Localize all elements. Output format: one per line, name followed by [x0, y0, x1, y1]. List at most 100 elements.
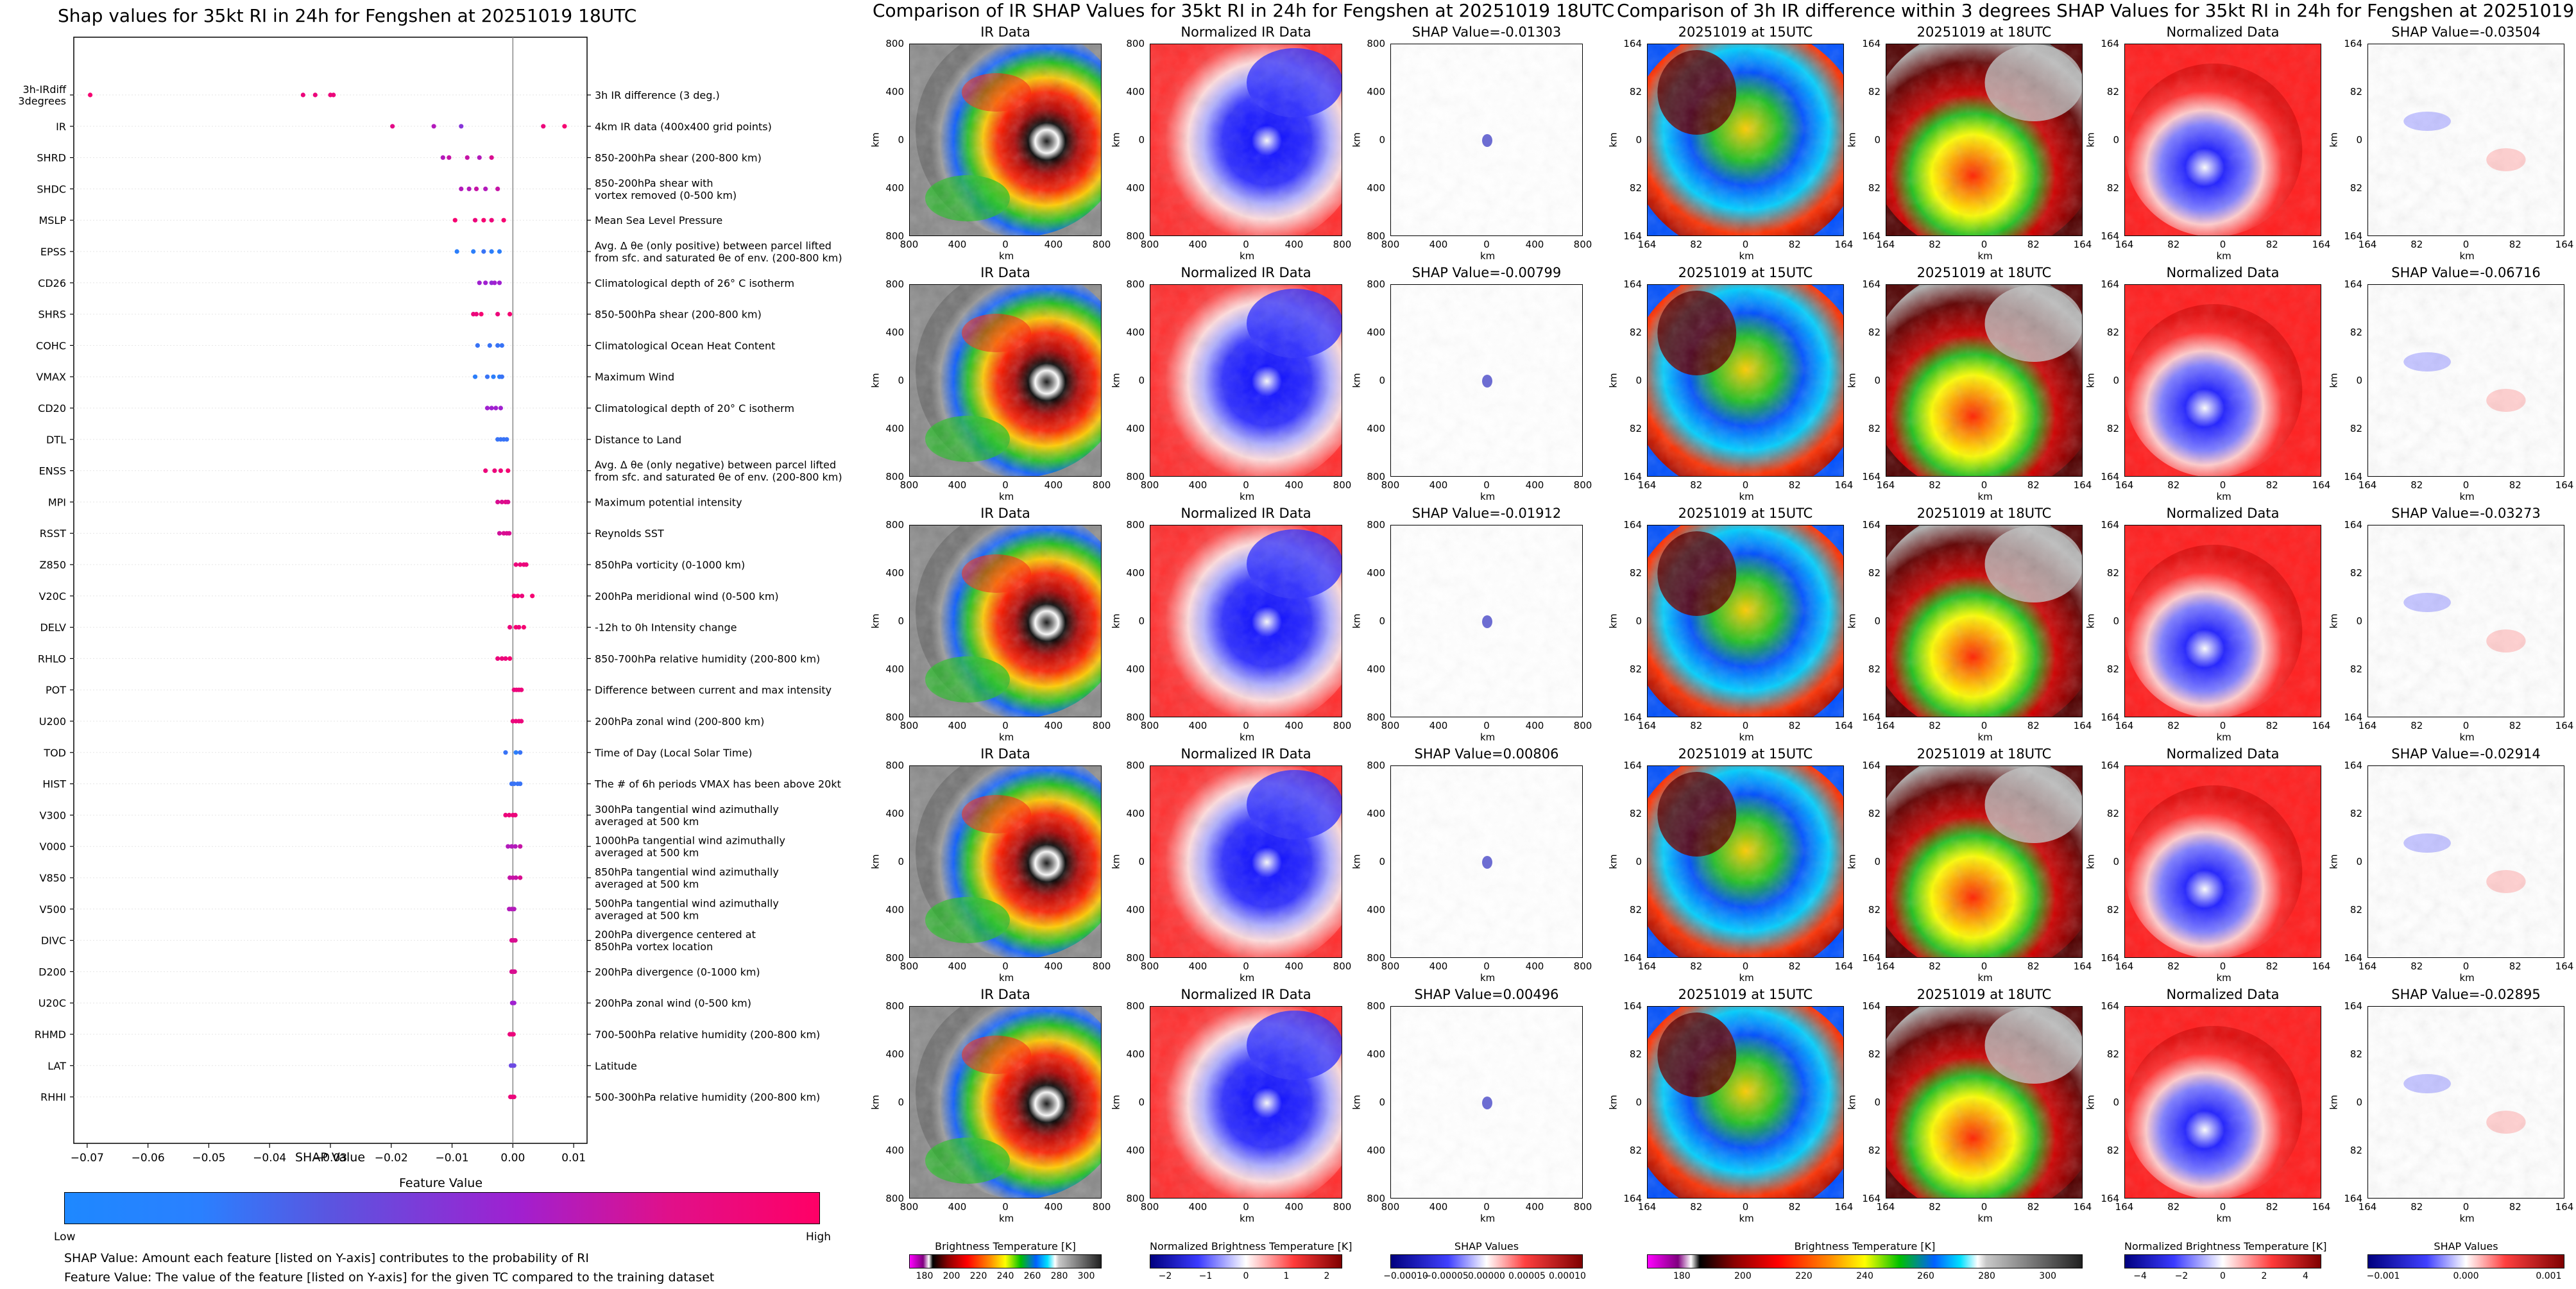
- ir-ytick-label: 0: [1138, 856, 1145, 867]
- shap-point: [507, 531, 512, 536]
- shap-point: [491, 374, 496, 379]
- d15-image: [1648, 1007, 1843, 1198]
- shap-feature-name: RSST: [40, 527, 66, 540]
- diff-xlabel: km: [2459, 491, 2475, 502]
- diff-cbar-shap-tick-label: 0.000: [2453, 1271, 2479, 1281]
- shap-feature-desc: averaged at 500 km: [595, 909, 699, 921]
- ir-cbar-bt-tick-label: 240: [996, 1271, 1014, 1281]
- diff-ytick-label: 82: [2350, 182, 2362, 194]
- diff-ytick-label: 164: [2344, 38, 2362, 49]
- ir-xtick-label: 800: [1381, 479, 1400, 491]
- shap-feature-desc: Distance to Land: [595, 434, 681, 446]
- shap-feature-desc: 200hPa divergence centered at: [595, 928, 756, 941]
- ir-panel-title: SHAP Value=-0.01303: [1412, 24, 1562, 40]
- diff-xtick-label: 164: [2312, 239, 2331, 250]
- ir-ytick-label: 400: [885, 808, 904, 819]
- shap-point: [331, 92, 336, 98]
- shap-feature-name: TOD: [43, 747, 66, 759]
- ir-xtick-label: 400: [1188, 479, 1207, 491]
- diff-cbar-norm-tick-label: 0: [2220, 1271, 2226, 1281]
- diff-ytick-label: 82: [2350, 567, 2362, 579]
- diff-panel: [1647, 44, 1844, 236]
- diff-panel-title: 20251019 at 18UTC: [1916, 746, 2052, 762]
- ir-ytick-label: 0: [898, 134, 904, 146]
- ir-panel: [1150, 765, 1342, 958]
- dshap-image: [2368, 525, 2564, 717]
- diff-ytick-label: 164: [2101, 1000, 2119, 1012]
- diff-panel: [2124, 765, 2321, 958]
- diff-ytick-label: 0: [2356, 856, 2362, 867]
- shap-feature-name: U200: [39, 715, 66, 728]
- ir-cbar-norm-tick-label: −1: [1198, 1271, 1213, 1281]
- diff-xlabel: km: [2216, 491, 2231, 502]
- diff-ytick-label: 0: [2356, 134, 2362, 146]
- diff-ytick-label: 82: [1629, 423, 1642, 434]
- ir-xtick-label: 400: [948, 1201, 967, 1213]
- diff-panel-title: 20251019 at 15UTC: [1678, 987, 1813, 1002]
- ir-cbar-shap: [1390, 1254, 1583, 1268]
- diff-ytick-label: 164: [2344, 519, 2362, 531]
- diff-ytick-label: 164: [1862, 471, 1881, 482]
- shap-point: [508, 656, 513, 661]
- shap-feature-name: D200: [38, 966, 66, 978]
- diff-xtick-label: 0: [1981, 720, 1988, 731]
- ir-xtick-label: 400: [1284, 960, 1304, 972]
- shap-feature-desc: Maximum Wind: [595, 371, 674, 383]
- ir-xtick-label: 800: [1333, 720, 1352, 731]
- diff-ytick-label: 82: [1629, 1048, 1642, 1060]
- dshap-image: [2368, 285, 2564, 476]
- diff-ytick-label: 82: [1629, 808, 1642, 819]
- diff-ytick-label: 82: [1868, 182, 1881, 194]
- diff-xtick-label: 164: [1876, 720, 1895, 731]
- diff-ytick-label: 164: [1862, 712, 1881, 723]
- ir-xtick-label: 400: [1044, 720, 1063, 731]
- shap-point: [506, 844, 511, 849]
- ir-ytick-label: 400: [1126, 423, 1145, 434]
- shap-point: [477, 280, 482, 286]
- ir-xtick-label: 0: [1243, 479, 1249, 491]
- ir-panel: [909, 525, 1102, 717]
- ir-xtick-label: 800: [900, 960, 919, 972]
- shap-feature-desc: 850-500hPa shear (200-800 km): [595, 309, 762, 321]
- ir-panel-title: SHAP Value=-0.01912: [1412, 506, 1562, 521]
- diff-xlabel: km: [2459, 731, 2475, 743]
- shap-feature-name: RHMD: [35, 1029, 66, 1041]
- shap-point: [477, 155, 482, 160]
- shap-xtick-label: 0.01: [561, 1152, 586, 1165]
- shap-feature-desc: 700-500hPa relative humidity (200-800 km…: [595, 1029, 820, 1041]
- shap-point: [524, 562, 529, 567]
- diff-ytick-label: 164: [2101, 471, 2119, 482]
- shap-point: [312, 92, 318, 98]
- diff-ytick-label: 82: [2106, 904, 2119, 916]
- shap-feature-desc: 300hPa tangential wind azimuthally: [595, 803, 779, 815]
- diff-ytick-label: 164: [2344, 712, 2362, 723]
- ir-ytick-label: 400: [1367, 567, 1385, 579]
- ir-ytick-label: 800: [1126, 712, 1145, 723]
- diff-xtick-label: 0: [1742, 720, 1749, 731]
- shap-point: [473, 186, 479, 191]
- ir-ytick-label: 400: [1367, 86, 1385, 98]
- diff-xtick-label: 164: [2358, 479, 2377, 491]
- shap-image: [1391, 525, 1582, 717]
- diff-xtick-label: 0: [1742, 479, 1749, 491]
- shap-feature-name: SHDC: [37, 183, 66, 195]
- diff-xtick-label: 164: [2115, 479, 2134, 491]
- shap-point: [541, 124, 546, 129]
- shap-summary-title: Shap values for 35kt RI in 24h for Fengs…: [58, 5, 637, 26]
- ir-ylabel: km: [869, 854, 882, 869]
- shap-note-2: Feature Value: The value of the feature …: [64, 1270, 715, 1285]
- diff-ylabel: km: [1846, 854, 1858, 869]
- shap-image: [1391, 1007, 1582, 1198]
- ir-panel: [1150, 525, 1342, 717]
- ir-xlabel: km: [1480, 1213, 1496, 1224]
- diff-ytick-label: 164: [1862, 230, 1881, 242]
- ir-cbar-bt-tick-label: 280: [1050, 1271, 1068, 1281]
- shap-point: [483, 280, 488, 286]
- ir-panel-title: SHAP Value=0.00806: [1414, 746, 1559, 762]
- diff-ytick-label: 82: [2350, 86, 2362, 98]
- shap-xtick-label: −0.01: [436, 1152, 469, 1165]
- ir-cbar-bt-label: Brightness Temperature [K]: [935, 1240, 1076, 1252]
- diff-ytick-label: 164: [1862, 519, 1881, 531]
- dnorm-image: [2125, 766, 2321, 957]
- ir-panel-title: SHAP Value=-0.00799: [1412, 265, 1562, 280]
